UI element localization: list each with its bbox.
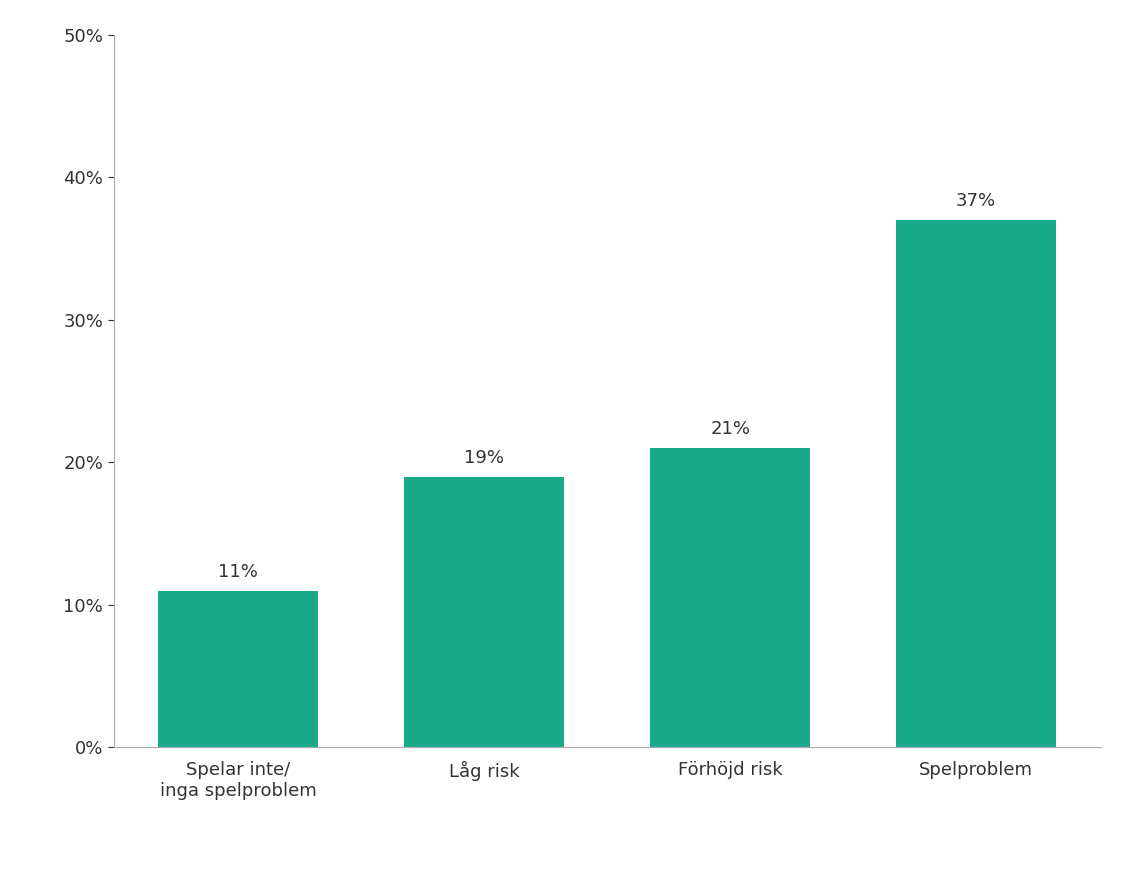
- Text: 11%: 11%: [218, 562, 259, 580]
- Bar: [897, 220, 1056, 747]
- Text: 21%: 21%: [711, 420, 750, 438]
- Bar: [650, 448, 810, 747]
- Text: 19%: 19%: [464, 448, 504, 467]
- Bar: [404, 476, 564, 747]
- Text: 37%: 37%: [956, 192, 997, 210]
- Bar: [159, 591, 318, 747]
